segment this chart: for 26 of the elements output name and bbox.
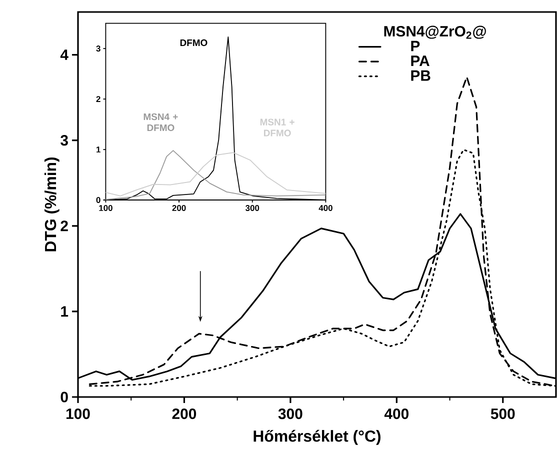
y-tick-label: 4 [60, 50, 68, 60]
legend-label: PA [411, 56, 430, 66]
legend-label: PB [411, 70, 430, 81]
y-tick-label: 3 [96, 46, 100, 52]
legend-label: P [411, 40, 420, 52]
x-axis-title: Hőmérséklet (°C) [254, 430, 380, 445]
x-tick-label: 500 [490, 408, 515, 420]
y-tick-label: 1 [96, 146, 100, 152]
text: MSN4 + DFMO [144, 113, 178, 132]
y-axis-title: DTG (%/min) [44, 157, 60, 252]
y-tick-label: 2 [96, 96, 100, 102]
y-tick-label: 0 [96, 197, 100, 203]
y-tick-label: 0 [60, 392, 68, 402]
x-tick-label: 100 [66, 408, 90, 420]
y-tick-label: 3 [60, 135, 68, 146]
x-tick-label: 400 [384, 408, 409, 420]
x-tick-label: 200 [172, 408, 196, 420]
x-tick-label: 400 [318, 205, 332, 211]
legend-title: MSN4@ZrO$_{2}$@ [384, 26, 486, 39]
y-tick-label: 2 [60, 220, 68, 232]
x-tick-label: 300 [245, 205, 260, 212]
y-tick-label: 1 [61, 306, 68, 317]
x-tick-label: 200 [172, 205, 186, 211]
x-tick-label: 100 [99, 205, 112, 211]
text: DFMO [180, 39, 208, 46]
x-tick-label: 300 [278, 408, 302, 420]
